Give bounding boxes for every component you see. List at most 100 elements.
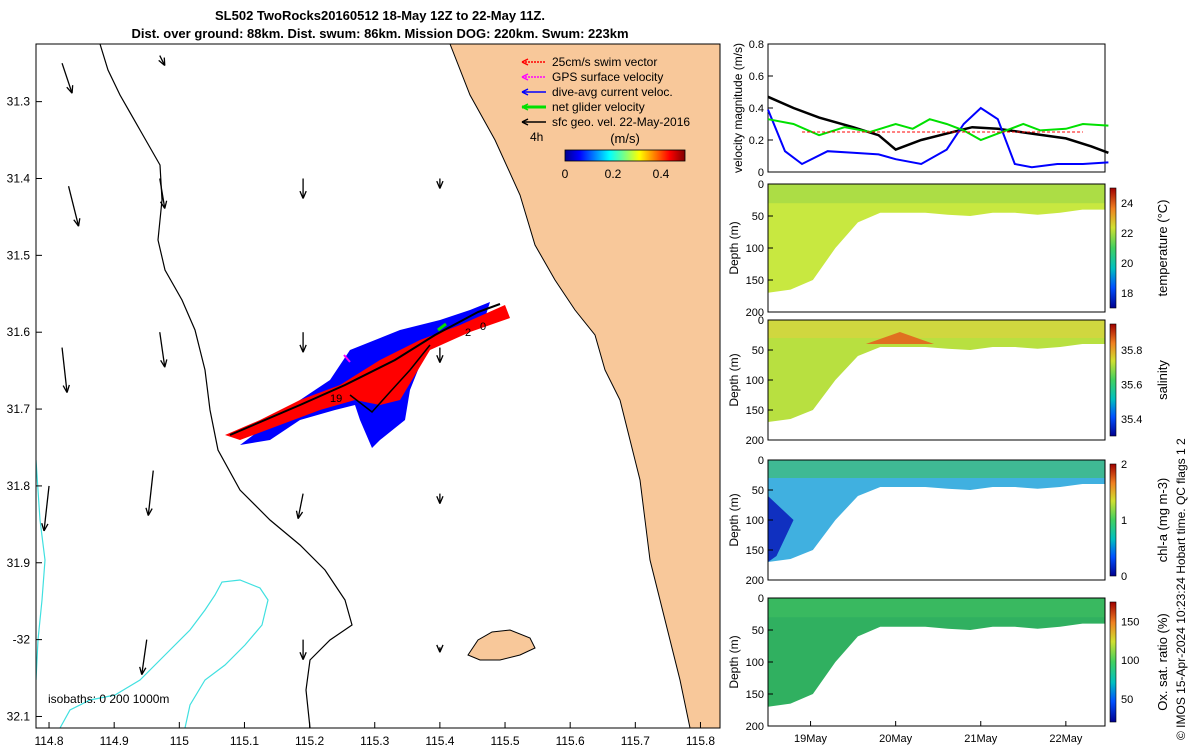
chl-a-surface-band [768, 460, 1105, 478]
legend-time-label: 4h [530, 130, 543, 144]
island [467, 629, 536, 661]
oxygen-ytick-label-1: 50 [752, 625, 764, 637]
velocity-ylabel: velocity magnitude (m/s) [731, 43, 745, 173]
track-label-0: 0 [480, 321, 486, 333]
legend-label-2: dive-avg current veloc. [552, 85, 673, 99]
temperature-ytick-label-1: 50 [752, 211, 764, 223]
geo-vector-head-5 [436, 180, 444, 189]
temperature-ytick-label-2: 100 [746, 243, 764, 255]
oxygen-surface-band [768, 598, 1105, 618]
map-frame [35, 43, 721, 729]
geo-vector-head-11 [145, 507, 153, 516]
net-velocity-mark [437, 322, 447, 332]
geo-vector-head-1 [158, 57, 166, 67]
chl-a-cbar-tick-2: 2 [1121, 459, 1127, 471]
chl-a-colorbar [1109, 463, 1117, 577]
map-ytick-label-8: 32.1 [7, 709, 31, 723]
temperature-cbar-tick-2: 22 [1121, 228, 1133, 240]
glider-track-loop [349, 344, 431, 414]
geo-vector-6 [61, 347, 68, 393]
temperature-cbar-tick-0: 18 [1121, 288, 1133, 300]
time-xtick-label-3: 22May [1049, 733, 1083, 745]
geo-vector-head-12 [295, 510, 304, 519]
oxygen-ytick-label-2: 100 [746, 657, 764, 669]
salinity-high-patch [865, 332, 934, 344]
title-line-2: Dist. over ground: 88km. Dist. swum: 86k… [131, 26, 629, 41]
geo-vector-head-8 [299, 344, 307, 353]
chl-a-cbar-tick-0: 0 [1121, 571, 1127, 583]
geo-vector-10 [43, 485, 50, 531]
geo-vector-14 [141, 639, 148, 675]
map-ytick-label-2: 31.5 [7, 248, 31, 262]
colorbar-tick-0: 0 [562, 167, 569, 181]
time-xtick-label-2: 21May [964, 733, 998, 745]
oxygen-ytick-label-0: 0 [758, 593, 764, 605]
temperature-ylabel: Depth (m) [727, 221, 741, 274]
temperature-section-fill [768, 184, 1105, 293]
temperature-cbar-tick-1: 20 [1121, 258, 1133, 270]
land-area [449, 44, 720, 728]
colorbar-label: (m/s) [610, 131, 640, 146]
legend-label-0: 25cm/s swim vector [552, 55, 657, 69]
oxygen-cbar-tick-1: 100 [1121, 655, 1139, 667]
geo-vector-12 [297, 493, 304, 519]
oxygen-colorbar [1109, 601, 1117, 723]
map-xtick-label-10: 115.8 [686, 734, 715, 748]
geo-vector-head-4 [299, 190, 307, 199]
map-plot [36, 44, 720, 728]
salinity-ytick-label-4: 200 [746, 435, 764, 447]
isobath-1000-loop [59, 579, 269, 728]
oxygen-cbar-label: Ox. sat. ratio (%) [1155, 613, 1170, 711]
salinity-cbar-tick-0: 35.4 [1121, 414, 1142, 426]
legend-arrow-2 [521, 88, 529, 96]
temperature-colorbar [1109, 187, 1117, 309]
geo-vector-head-9 [436, 354, 444, 363]
map-xtick-label-9: 115.7 [621, 734, 650, 748]
map-ytick-label-3: 31.6 [7, 325, 31, 339]
map-ytick-label-4: 31.7 [7, 402, 31, 416]
legend-label-1: GPS surface velocity [552, 70, 663, 84]
map-ytick-label-7: -32 [13, 633, 31, 647]
map-ytick-label-0: 31.3 [7, 95, 31, 109]
map-xtick-label-7: 115.5 [490, 734, 519, 748]
map-xtick-label-1: 114.9 [100, 734, 129, 748]
salinity-ylabel: Depth (m) [727, 353, 741, 406]
colorbar-tick-2: 0.4 [653, 167, 670, 181]
colorbar-tick-1: 0.2 [605, 167, 622, 181]
velocity-series-0 [767, 95, 1109, 154]
salinity-ytick-label-2: 100 [746, 375, 764, 387]
temperature-ytick-label-0: 0 [758, 179, 764, 191]
temperature-ytick-label-3: 150 [746, 275, 764, 287]
velocity-ytick-label-4: 0.8 [749, 39, 764, 51]
velocity-series-1 [767, 106, 1109, 169]
map-xtick-label-0: 114.8 [34, 734, 63, 748]
track-label-2: 2 [465, 327, 471, 339]
oxygen-ytick-label-3: 150 [746, 689, 764, 701]
geo-vector-1 [159, 55, 166, 66]
chl-a-ytick-label-4: 200 [746, 575, 764, 587]
oxygen-cbar-tick-0: 50 [1121, 694, 1133, 706]
map-ytick-label-6: 31.9 [7, 556, 31, 570]
velocity-ytick-label-2: 0.4 [749, 103, 764, 115]
velocity-frame [767, 43, 1106, 173]
credit-text: © IMOS 15-Apr-2024 10:23:24 Hobart time.… [1174, 438, 1188, 740]
geo-vector-2 [67, 186, 80, 227]
chl-a-ytick-label-2: 100 [746, 515, 764, 527]
salinity-ytick-label-0: 0 [758, 315, 764, 327]
geo-vector-head-16 [436, 644, 444, 653]
oxygen-section-fill [768, 598, 1105, 707]
title-line-1: SL502 TwoRocks20160512 18-May 12Z to 22-… [215, 8, 545, 23]
temperature-cbar-label: temperature (°C) [1155, 200, 1170, 297]
map-xtick-label-3: 115.1 [230, 734, 259, 748]
geo-vector-head-15 [299, 651, 307, 660]
geo-vector-head-13 [436, 495, 444, 504]
geo-vector-head-7 [160, 359, 168, 368]
temperature-surface-band [768, 184, 1105, 204]
legend-arrow-3 [521, 103, 529, 111]
salinity-cbar-label: salinity [1155, 360, 1170, 400]
geo-vector-7 [159, 332, 166, 368]
salinity-surface-band [768, 320, 1105, 338]
legend-label-4: sfc geo. vel. 22-May-2016 [552, 115, 690, 129]
map-xtick-label-5: 115.3 [360, 734, 389, 748]
chl-a-ytick-label-1: 50 [752, 485, 764, 497]
